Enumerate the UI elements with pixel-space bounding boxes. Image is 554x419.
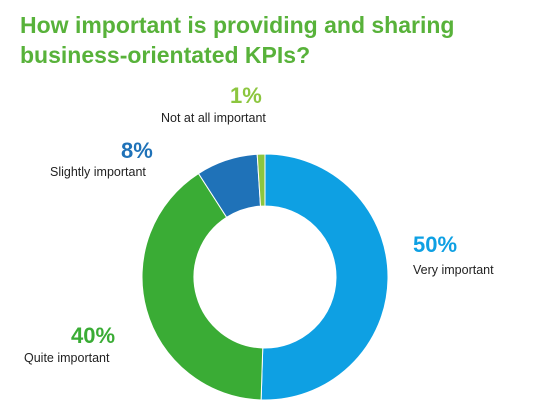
label-slightly-important: Slightly important	[50, 165, 146, 179]
pct-not-at-all-important: 1%	[230, 83, 262, 108]
label-not-at-all-important: Not at all important	[161, 111, 266, 125]
donut-slices	[141, 153, 389, 401]
chart-title: How important is providing and sharing b…	[20, 12, 455, 68]
label-quite-important: Quite important	[24, 351, 110, 365]
label-very-important: Very important	[413, 263, 494, 277]
pct-quite-important: 40%	[71, 323, 115, 348]
slice-quite-important	[141, 172, 264, 401]
slice-very-important	[260, 153, 389, 401]
pct-slightly-important: 8%	[121, 138, 153, 163]
slice-not-at-all-important	[256, 153, 266, 207]
pct-very-important: 50%	[413, 232, 457, 257]
